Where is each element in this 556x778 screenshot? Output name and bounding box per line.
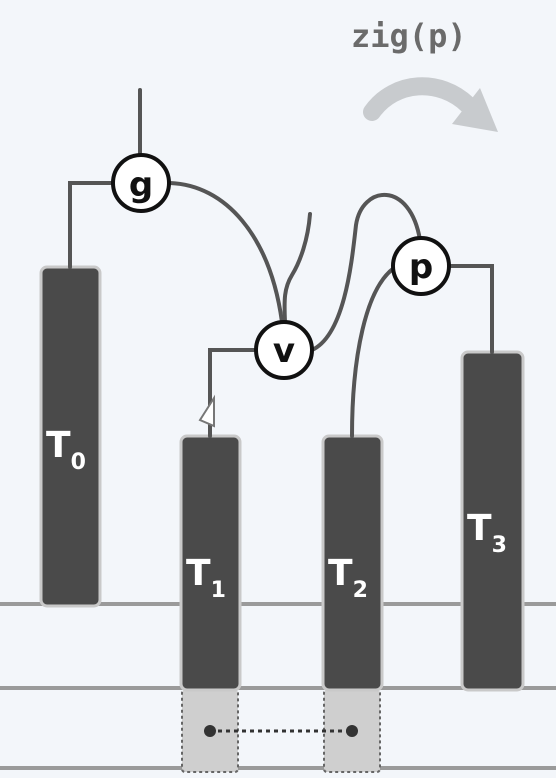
dot-t2 [346, 725, 358, 737]
subtree-label-t0: T0 [46, 425, 86, 475]
node-v: v [254, 320, 314, 380]
operation-title: zig(p) [351, 17, 467, 55]
subtree-label-t1: T1 [186, 553, 226, 603]
subtree-label-t2: T2 [328, 553, 368, 603]
dot-t1 [204, 725, 216, 737]
svg-text:g: g [129, 165, 153, 205]
edge-p-t2 [350, 264, 399, 438]
edge-g-t0 [68, 181, 114, 269]
edge-stray-branch [282, 212, 312, 324]
edge-v-t1 [208, 348, 258, 438]
svg-text:v: v [273, 331, 295, 371]
edge-g-v [168, 181, 284, 324]
subtree-label-t3: T3 [467, 508, 507, 558]
svg-text:p: p [409, 247, 433, 287]
node-p: p [391, 236, 451, 296]
rotate-arrow-icon [363, 77, 498, 132]
edge-p-t3 [446, 264, 494, 354]
cursor-icon [198, 394, 215, 428]
edge-v-p [310, 192, 422, 352]
node-g: g [111, 153, 171, 213]
